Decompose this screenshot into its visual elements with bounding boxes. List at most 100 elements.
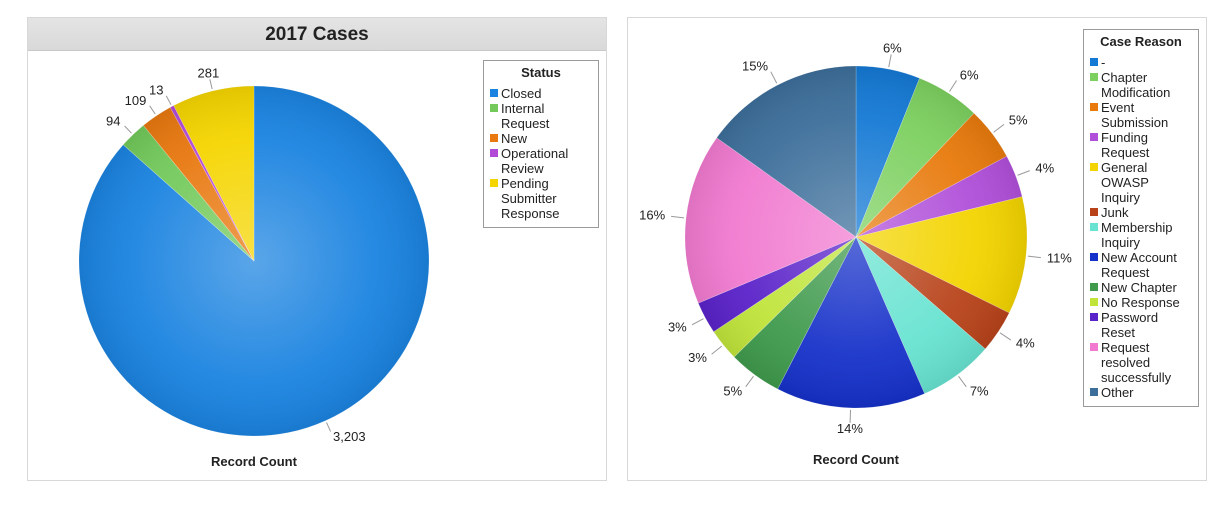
legend-label: Membership Inquiry <box>1101 220 1173 250</box>
legend-label: Internal Request <box>501 101 550 131</box>
legend-items: Closed Internal Request New Operational Rev… <box>490 86 592 221</box>
leader-line-membership-inquiry <box>958 376 967 388</box>
data-label-operational-review: 13 <box>149 83 163 98</box>
legend-item-new: New <box>490 131 592 146</box>
legend-item-new-account-request: New Account Request <box>1090 250 1192 280</box>
legend-label: Request resolved successfully <box>1101 340 1172 385</box>
left-chart-panel: 2017 Cases 3,203 94 109 13 281 Status Closed… <box>27 17 607 481</box>
legend-label: New <box>501 131 528 146</box>
legend-swatch <box>490 104 498 112</box>
leader-line-junk <box>999 332 1012 341</box>
legend-items: - Chapter Modification Event Submission Fun… <box>1090 55 1192 400</box>
legend-item-no-response: No Response <box>1090 295 1192 310</box>
leader-line-new <box>149 105 156 115</box>
legend-swatch <box>1090 313 1098 321</box>
legend-item-general-owasp-inquiry: General OWASP Inquiry <box>1090 160 1192 205</box>
legend-swatch <box>1090 133 1098 141</box>
legend-item-event-submission: Event Submission <box>1090 100 1192 130</box>
leader-line-new-chapter <box>745 376 754 388</box>
legend-label: New Chapter <box>1101 280 1177 295</box>
data-label-password-reset: 3% <box>668 320 687 335</box>
right-chart-panel: 6% 6% 5% 4% 11% 4% 7% 14% 5% 3% 3% 16% 15% Case Reas… <box>627 17 1207 481</box>
legend-title: Case Reason <box>1100 34 1182 49</box>
legend-title: Status <box>521 65 561 80</box>
data-label-closed: 3,203 <box>333 429 366 444</box>
leader-line-closed <box>326 422 332 432</box>
legend-item-operational-review: Operational Review <box>490 146 592 176</box>
legend-item-membership-inquiry: Membership Inquiry <box>1090 220 1192 250</box>
data-label-junk: 4% <box>1016 335 1035 350</box>
leader-line-pending-submitter-response <box>209 79 213 90</box>
legend-item-chapter-modification: Chapter Modification <box>1090 70 1192 100</box>
legend-label: New Account Request <box>1101 250 1177 280</box>
data-label-funding-request: 4% <box>1035 160 1054 175</box>
legend-swatch <box>490 134 498 142</box>
legend-swatch <box>1090 388 1098 396</box>
legend-item-pending-submitter-response: Pending Submitter Response <box>490 176 592 221</box>
legend-label: General OWASP Inquiry <box>1101 160 1149 205</box>
legend-label: Pending Submitter Response <box>501 176 560 221</box>
leader-line-operational-review <box>165 95 172 105</box>
legend-item-funding-request: Funding Request <box>1090 130 1192 160</box>
legend-item-junk: Junk <box>1090 205 1192 220</box>
legend-label: Chapter Modification <box>1101 70 1171 100</box>
leader-line-general-owasp-inquiry <box>1027 255 1041 259</box>
chart-title: 2017 Cases <box>28 18 606 51</box>
legend-item-dash: - <box>1090 55 1192 70</box>
legend-swatch <box>1090 58 1098 66</box>
data-label-event-submission: 5% <box>1009 113 1028 128</box>
legend-swatch <box>1090 208 1098 216</box>
legend-label: Funding Request <box>1101 130 1150 160</box>
legend-label: Closed <box>501 86 542 101</box>
legend-label: Junk <box>1101 205 1129 220</box>
leader-line-request-resolved-successfully <box>671 215 685 219</box>
leader-line-dash <box>888 54 892 68</box>
legend-swatch <box>1090 253 1098 261</box>
data-label-internal-request: 94 <box>106 114 120 129</box>
data-label-new: 109 <box>125 93 147 108</box>
x-axis-title: Record Count <box>813 452 899 467</box>
legend-label: Password Reset <box>1101 310 1159 340</box>
data-label-general-owasp-inquiry: 11% <box>1047 250 1072 265</box>
legend-item-other: Other <box>1090 385 1192 400</box>
leader-line-chapter-modification <box>949 80 957 92</box>
data-label-pending-submitter-response: 281 <box>198 65 220 80</box>
leader-line-internal-request <box>124 125 132 134</box>
case-reason-legend: Case Reason - Chapter Modification Event S… <box>1083 29 1199 407</box>
data-label-membership-inquiry: 7% <box>970 384 989 399</box>
legend-label: Event Submission <box>1101 100 1169 130</box>
leader-line-event-submission <box>993 123 1005 133</box>
data-label-no-response: 3% <box>688 350 707 365</box>
leader-line-funding-request <box>1017 170 1030 176</box>
legend-swatch <box>1090 223 1098 231</box>
legend-item-new-chapter: New Chapter <box>1090 280 1192 295</box>
legend-swatch <box>1090 283 1098 291</box>
legend-item-request-resolved-successfully: Request resolved successfully <box>1090 340 1192 385</box>
data-label-dash: 6% <box>883 40 902 55</box>
legend-item-internal-request: Internal Request <box>490 101 592 131</box>
x-axis-title: Record Count <box>211 454 297 469</box>
data-label-new-chapter: 5% <box>723 384 742 399</box>
legend-label: - <box>1101 55 1106 70</box>
legend-swatch <box>1090 103 1098 111</box>
legend-swatch <box>1090 298 1098 306</box>
status-legend: Status Closed Internal Request New Operatio… <box>483 60 599 228</box>
leader-line-password-reset <box>691 318 704 326</box>
legend-label: No Response <box>1101 295 1180 310</box>
data-label-chapter-modification: 6% <box>960 67 979 82</box>
legend-label: Other <box>1101 385 1134 400</box>
legend-swatch <box>1090 343 1098 351</box>
leader-line-other <box>770 71 778 84</box>
data-label-other: 15% <box>742 58 768 73</box>
legend-swatch <box>490 179 498 187</box>
legend-item-password-reset: Password Reset <box>1090 310 1192 340</box>
leader-line-no-response <box>711 345 723 355</box>
legend-label: Operational Review <box>501 146 569 176</box>
legend-item-closed: Closed <box>490 86 592 101</box>
legend-swatch <box>490 149 498 157</box>
legend-swatch <box>1090 73 1098 81</box>
legend-swatch <box>1090 163 1098 171</box>
data-label-new-account-request: 14% <box>837 421 863 436</box>
data-label-request-resolved-successfully: 16% <box>639 208 665 223</box>
legend-swatch <box>490 89 498 97</box>
